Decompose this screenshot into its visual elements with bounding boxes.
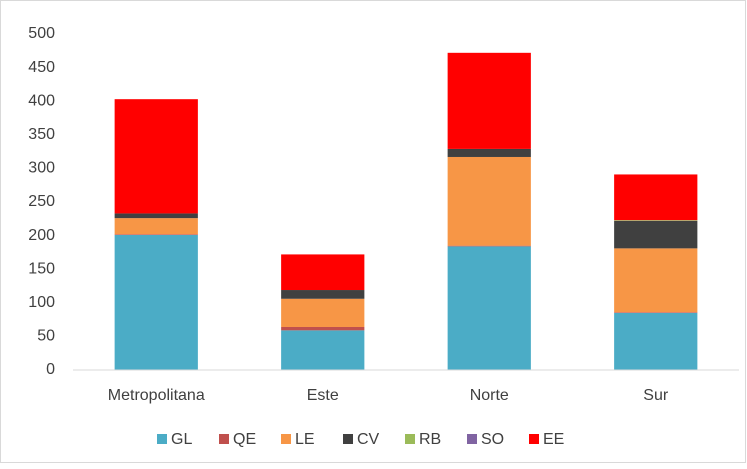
bar-segment <box>114 213 198 219</box>
legend-swatch <box>467 434 477 444</box>
legend-swatch <box>529 434 539 444</box>
legend-label: EE <box>543 431 564 448</box>
y-tick-label: 0 <box>46 361 55 378</box>
bar-segment <box>614 248 698 313</box>
bar-segment <box>281 254 365 291</box>
y-tick-label: 350 <box>28 126 55 143</box>
legend-swatch <box>343 434 353 444</box>
legend-swatch <box>405 434 415 444</box>
bar-segment <box>114 234 198 235</box>
legend-label: QE <box>233 431 256 448</box>
y-tick-label: 50 <box>37 328 55 345</box>
legend-swatch <box>219 434 229 444</box>
bar-segment <box>281 290 365 299</box>
bar-segment <box>447 246 531 370</box>
y-tick-label: 400 <box>28 92 55 109</box>
bar-segment <box>281 298 365 327</box>
legend-label: SO <box>481 431 504 448</box>
bar-segment <box>114 218 198 235</box>
legend-label: RB <box>419 431 441 448</box>
legend-swatch <box>281 434 291 444</box>
x-tick-label: Sur <box>643 387 669 404</box>
legend-swatch <box>157 434 167 444</box>
y-tick-label: 150 <box>28 260 55 277</box>
y-tick-label: 100 <box>28 294 55 311</box>
bar-segment <box>447 52 531 149</box>
bar-segment <box>114 234 198 370</box>
bar-segment <box>281 326 365 331</box>
bar-segment <box>281 330 365 370</box>
bar-segment <box>614 312 698 313</box>
bar-segment <box>614 220 698 221</box>
legend-label: GL <box>171 431 192 448</box>
y-tick-label: 450 <box>28 59 55 76</box>
bar-segment <box>114 99 198 214</box>
bar-segment <box>614 220 698 249</box>
bar-segment <box>447 148 531 157</box>
x-tick-label: Norte <box>470 387 509 404</box>
x-tick-label: Este <box>307 387 339 404</box>
bar-segment <box>447 245 531 247</box>
bar-segment <box>614 174 698 221</box>
y-tick-label: 250 <box>28 193 55 210</box>
legend-label: CV <box>357 431 380 448</box>
bar-segment <box>447 156 531 246</box>
bar-segment <box>614 312 698 370</box>
y-tick-label: 300 <box>28 160 55 177</box>
y-tick-label: 200 <box>28 227 55 244</box>
y-tick-label: 500 <box>28 25 55 42</box>
legend-label: LE <box>295 431 315 448</box>
x-tick-label: Metropolitana <box>108 387 205 404</box>
